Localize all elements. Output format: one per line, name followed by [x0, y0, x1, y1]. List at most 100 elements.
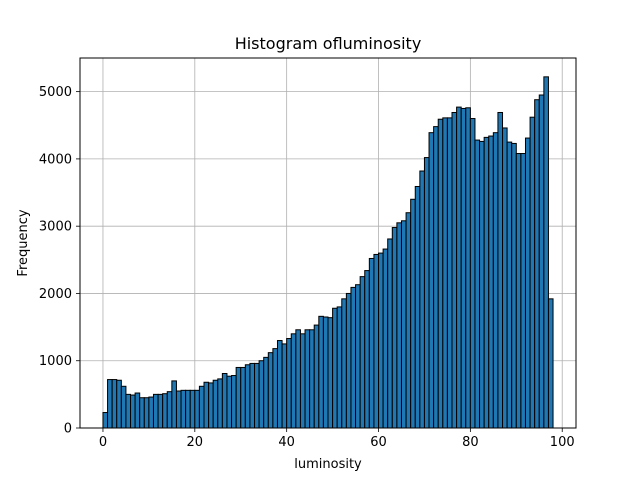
histogram-bar [414, 185, 421, 429]
histogram-bar [483, 136, 490, 429]
histogram-bar [419, 170, 425, 429]
histogram-bar [451, 111, 458, 429]
histogram-bar [515, 153, 522, 429]
histogram-bar [175, 390, 182, 429]
histogram-bar [272, 348, 278, 429]
histogram-bar [116, 379, 122, 429]
histogram-bar [497, 111, 504, 429]
histogram-bar [502, 127, 508, 429]
histogram-bar [350, 286, 357, 429]
histogram-bar [244, 364, 251, 429]
x-tick-label: 40 [278, 435, 295, 450]
histogram-bar [249, 362, 256, 429]
histogram-bar [400, 220, 407, 429]
histogram-bar [543, 76, 549, 429]
y-tick-label: 1000 [39, 354, 72, 369]
x-tick-label: 60 [370, 435, 387, 450]
histogram-bar [355, 284, 361, 429]
histogram-bar [382, 248, 389, 429]
y-tick-label: 3000 [39, 220, 72, 235]
histogram-bar [120, 385, 127, 429]
histogram-bar [547, 298, 554, 429]
histogram-bar [405, 212, 412, 429]
histogram-bar [423, 157, 430, 429]
histogram-bar [263, 356, 269, 429]
histogram-bar [281, 343, 288, 429]
histogram-bar [396, 222, 402, 429]
histogram-bar [373, 253, 380, 429]
histogram-bar [332, 307, 338, 429]
histogram-bar [488, 135, 494, 429]
histogram-bar [134, 392, 141, 429]
histogram-bar [208, 382, 214, 429]
histogram-bar [474, 139, 481, 429]
histogram-bar [446, 117, 453, 429]
x-axis-label: luminosity [294, 457, 362, 472]
histogram-bar [309, 329, 315, 429]
chart-title: Histogram ofluminosity [235, 34, 422, 53]
histogram-bar [143, 397, 150, 429]
histogram-bar [322, 316, 329, 429]
histogram-bar [240, 366, 246, 429]
histogram-bar [276, 340, 283, 429]
histogram-bar [304, 329, 311, 429]
histogram-bar [364, 270, 370, 429]
histogram-bar [299, 333, 306, 429]
histogram-bar [378, 252, 384, 429]
histogram-bar [162, 393, 168, 429]
histogram-bar [221, 373, 228, 429]
histogram-bar [391, 227, 398, 429]
histogram-bar [258, 360, 265, 429]
y-tick-label: 4000 [39, 152, 72, 167]
histogram-bar [387, 238, 393, 429]
histogram-bar [166, 391, 173, 429]
histogram-bar [189, 389, 196, 429]
histogram-bar [442, 117, 448, 429]
histogram-bar [231, 375, 237, 429]
histogram-bar [102, 412, 109, 429]
histogram-bar [107, 379, 113, 429]
histogram-bar [313, 324, 320, 429]
histogram-bar [157, 393, 164, 429]
histogram-bar [180, 389, 187, 429]
x-tick-label: 0 [99, 435, 107, 450]
histogram-bar [130, 394, 136, 429]
histogram-bar [437, 118, 444, 429]
histogram-bar [148, 396, 154, 429]
histogram-bar [520, 153, 526, 429]
histogram-bar [506, 141, 513, 429]
y-axis-label: Frequency [16, 209, 31, 276]
histogram-bar [456, 106, 462, 429]
histogram-bar [345, 292, 352, 429]
histogram-bar [336, 306, 343, 429]
histogram-bar [410, 198, 416, 429]
histogram-bar [212, 379, 219, 429]
histogram-bar [479, 140, 485, 429]
histogram-bar [359, 276, 366, 429]
histogram-bar [203, 381, 210, 429]
histogram-bar [226, 375, 233, 429]
histogram-bar [171, 380, 177, 429]
histogram-bar [428, 132, 435, 429]
plot-frame [79, 57, 577, 429]
histogram-bar [534, 99, 540, 429]
histogram-bar [529, 116, 536, 429]
histogram-bar [152, 393, 159, 429]
histogram-bar [267, 352, 274, 429]
histogram-bar [254, 362, 260, 429]
histogram-bar [286, 338, 292, 429]
histogram-bar [465, 107, 471, 429]
x-tick-label: 100 [550, 435, 575, 450]
y-tick-label: 2000 [39, 287, 72, 302]
histogram-bar [198, 385, 205, 429]
y-tick-label: 0 [64, 422, 72, 437]
histogram-bar [235, 366, 242, 429]
histogram-bar [318, 315, 324, 429]
histogram-bar [125, 393, 132, 429]
histogram-bar [538, 94, 545, 429]
histogram-bar [194, 389, 200, 429]
histogram-bar [524, 137, 531, 429]
histogram-bar [217, 378, 223, 429]
